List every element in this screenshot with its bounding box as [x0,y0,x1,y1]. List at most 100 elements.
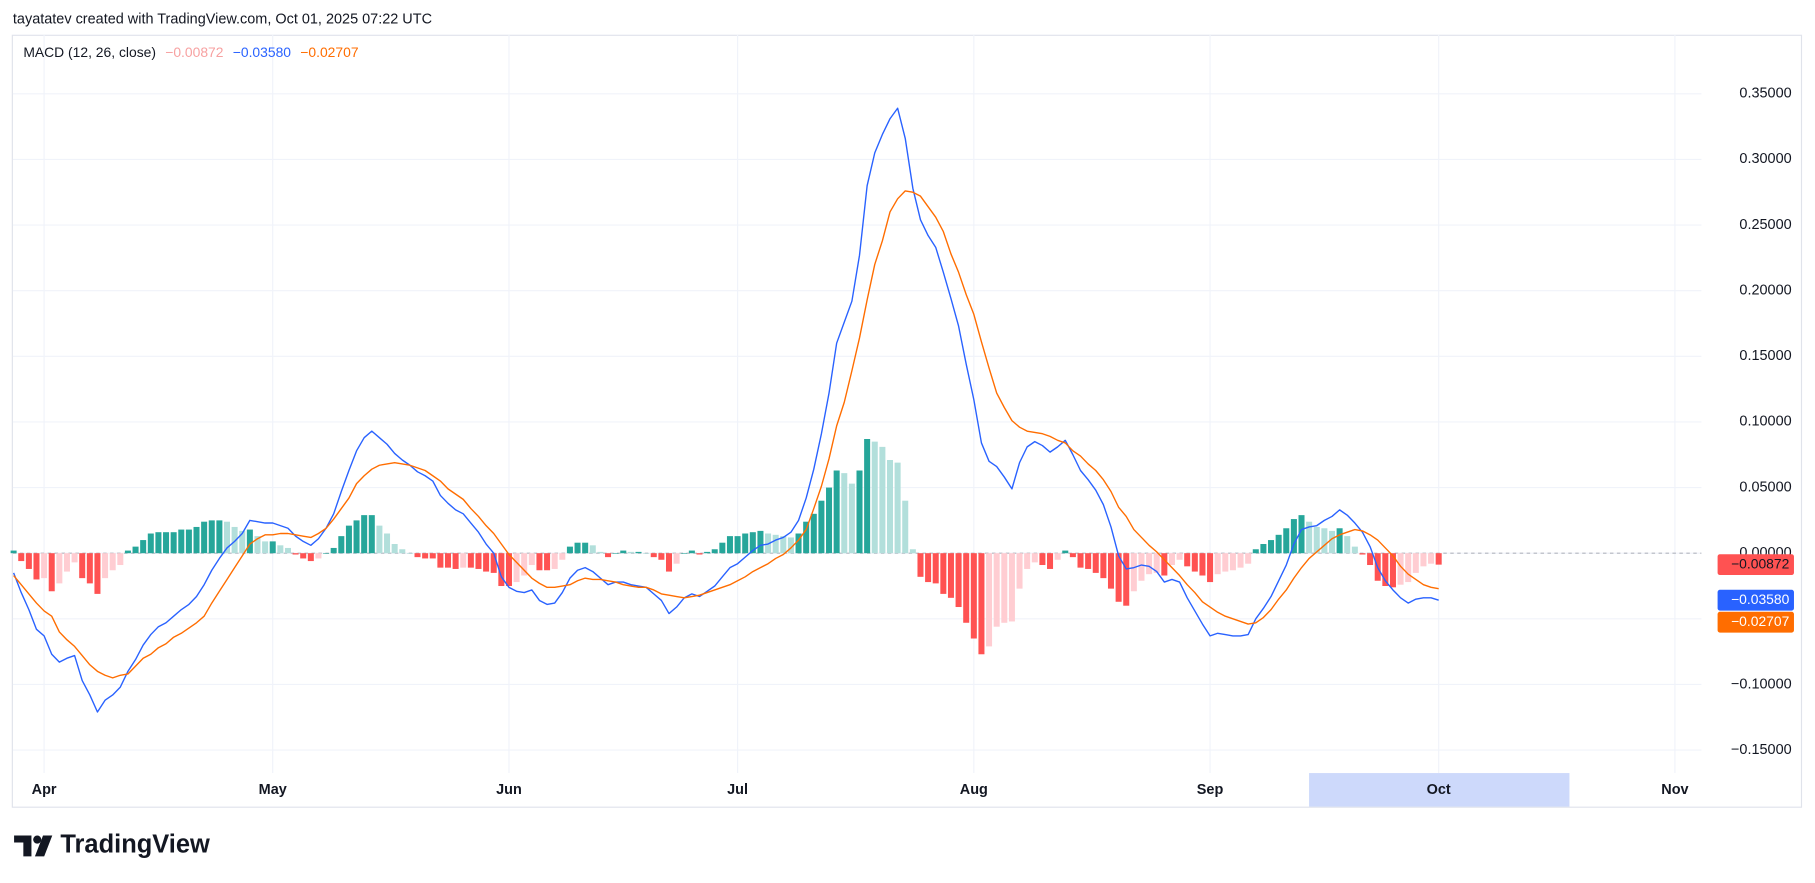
histogram-bar [201,521,208,554]
histogram-bar [467,553,474,568]
histogram-bar [1359,553,1366,555]
histogram-bar [345,525,352,554]
histogram-bar [1321,528,1328,554]
time-axis-highlight [1309,773,1570,807]
histogram-bar [452,553,459,569]
indicator-line [13,190,1439,679]
histogram-bar [627,551,634,554]
watermark-header: tayatatev created with TradingView.com, … [13,11,432,27]
histogram-bar [1138,553,1145,581]
histogram-bar [475,553,482,569]
histogram-bar [505,553,512,587]
x-tick-label: Apr [32,782,57,798]
histogram-bar [170,532,177,554]
indicator-line [12,107,1439,713]
brand-logo: TradingView [14,831,210,859]
histogram-bar [749,532,756,554]
x-tick-label: Aug [960,782,988,798]
histogram-bar [711,549,718,554]
histogram-bar [544,553,551,571]
histogram-bar [513,553,520,583]
histogram-bar [970,553,977,639]
histogram-bar [246,529,253,554]
histogram-bar [1382,553,1389,587]
histogram-bar [1184,553,1191,567]
x-tick-label: Oct [1427,782,1451,798]
histogram-bar [1313,526,1320,554]
histogram-bar [86,553,93,584]
histogram-bar [1283,528,1290,554]
histogram-bar [1344,536,1351,554]
price-tag-label: −0.02707 [1731,613,1790,629]
histogram-bar [163,532,170,554]
histogram-bar [79,553,86,579]
histogram-bar [300,553,307,559]
histogram-bar [894,462,901,554]
histogram-bar [871,441,878,554]
x-tick-label: Sep [1197,782,1224,798]
histogram-bar [566,546,573,554]
histogram-bar [18,553,25,562]
histogram-bar [643,553,650,554]
histogram-bar [399,549,406,554]
histogram-bar [1428,553,1435,564]
histogram-bar [444,553,452,568]
histogram-bar [1405,553,1412,583]
y-tick-label: 0.35000 [1739,86,1791,102]
histogram-bar [1107,553,1115,589]
histogram-bar [277,545,284,554]
histogram-bar [178,529,185,554]
histogram-bar [1237,553,1244,568]
histogram-bar [1389,553,1396,588]
histogram-bar [132,546,139,554]
histogram-bar [1054,553,1061,560]
histogram-bar [1069,553,1076,558]
x-tick-label: Jun [496,782,522,798]
histogram-bar [1031,553,1038,563]
histogram-bar [1336,528,1343,554]
histogram-bar [239,530,246,554]
logo-icon [34,835,53,857]
histogram-bar [810,513,817,554]
histogram-bar [1298,515,1305,554]
histogram-bar [1306,521,1313,554]
histogram-bar [315,553,322,559]
histogram-bar [559,553,566,560]
histogram-bar [742,533,749,554]
price-tag [1717,611,1794,633]
y-tick-label: −0.10000 [1731,676,1792,692]
histogram-bar [536,553,543,571]
price-tag-label: −0.00872 [1731,555,1790,571]
histogram-bar [231,526,238,554]
histogram-bar [978,553,985,655]
histogram-bar [422,553,429,559]
histogram-bar [483,553,490,572]
histogram-bar [673,553,680,564]
histogram-bar [94,553,101,594]
histogram-bar [589,545,596,554]
histogram-bar [429,553,436,559]
x-tick-label: May [259,782,287,798]
histogram-bar [947,553,954,598]
histogram-bar [1115,553,1122,602]
histogram-bar [1039,553,1046,566]
histogram-bar [63,553,70,572]
histogram-bar [955,553,962,608]
histogram-bar [864,439,871,554]
histogram-bar [848,483,855,554]
histogram-bar [223,521,231,554]
histogram-bar [818,500,825,554]
y-tick-label: 0.20000 [1739,282,1791,298]
histogram-bar [787,537,794,554]
histogram-bar [1328,530,1336,554]
histogram-bar [833,470,840,554]
histogram-bar [1245,553,1252,564]
histogram-bar [1290,519,1297,554]
histogram-bar [1420,553,1427,567]
histogram-bar [185,529,192,554]
histogram-bar [1199,553,1206,576]
histogram-bar [925,553,932,583]
histogram-bar [48,553,55,592]
histogram-bar [41,553,48,579]
price-tag-label: −0.03580 [1731,591,1790,607]
